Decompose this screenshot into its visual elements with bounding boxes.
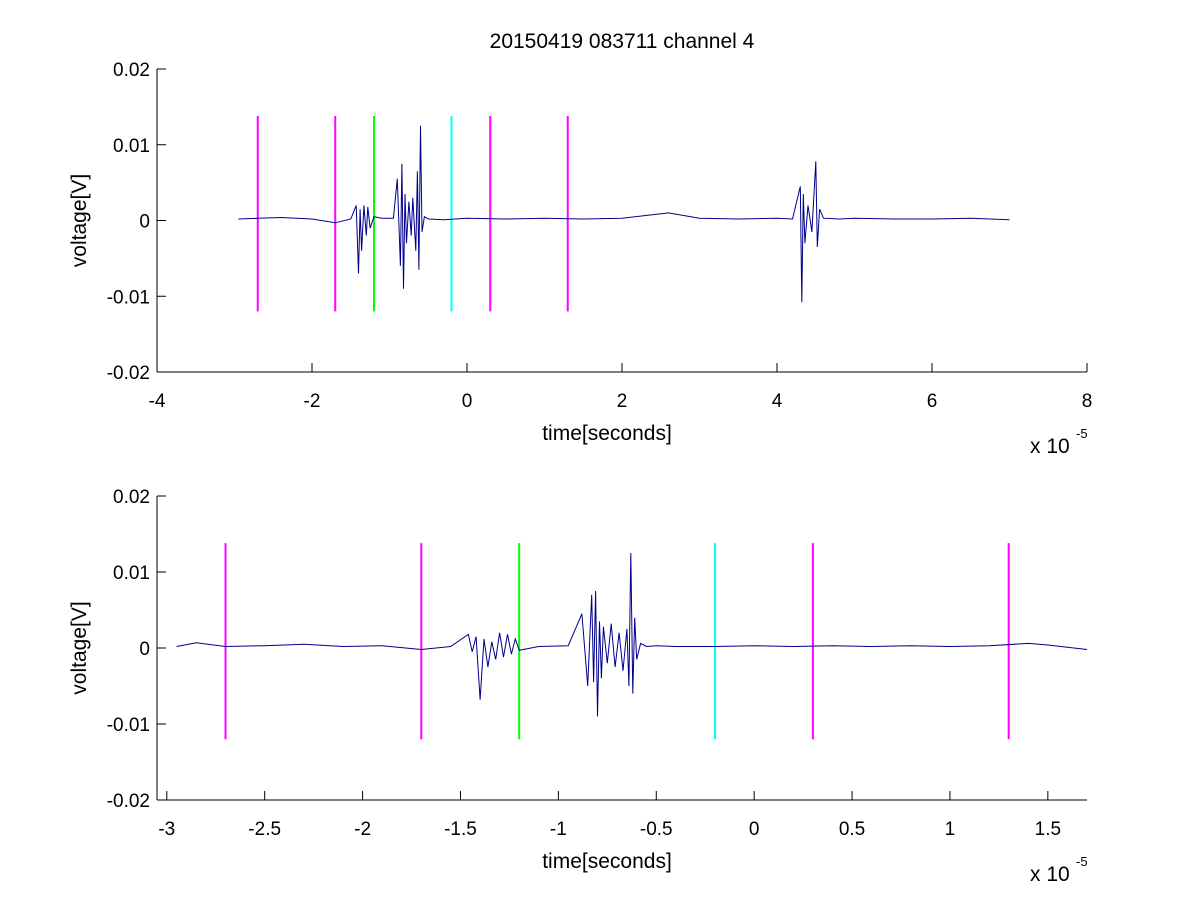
x-tick-label: -2	[304, 391, 321, 412]
x-tick-label: -0.5	[640, 819, 673, 840]
x-tick-label: -2	[354, 819, 371, 840]
x-multiplier: x 10	[1030, 435, 1070, 458]
y-tick-label: -0.02	[107, 363, 150, 384]
x-tick-label: 6	[927, 391, 938, 412]
top-plot: -0.02 -0.01 0 0.01 0.02 -4 -2 0 2 4 6 8 time[seconds…	[68, 60, 1092, 458]
y-tick-label: -0.01	[107, 287, 150, 308]
x-axis-label: time[seconds]	[542, 422, 672, 445]
x-tick-label: 2	[617, 391, 628, 412]
x-tick-label: -2.5	[248, 819, 281, 840]
x-tick-label: 4	[772, 391, 783, 412]
bottom-plot: -0.02 -0.01 0 0.01 0.02 -3 -2.5 -2 -1.5 -1 -0.5 0 0.…	[68, 487, 1088, 886]
chart-title: 20150419 083711 channel 4	[490, 30, 755, 53]
signal-line	[176, 552, 1088, 717]
y-tick-label: -0.02	[107, 791, 150, 812]
x-tick-label: -4	[149, 391, 166, 412]
x-multiplier-exponent: -5	[1076, 854, 1088, 869]
x-multiplier-exponent: -5	[1076, 426, 1088, 441]
y-axis-label: voltage[V]	[68, 174, 91, 267]
signal-line	[238, 125, 1010, 303]
y-axis-label: voltage[V]	[68, 601, 91, 694]
x-axis-label: time[seconds]	[542, 850, 672, 873]
x-tick-label: 0	[749, 819, 760, 840]
x-tick-label: 1.5	[1035, 819, 1061, 840]
y-tick-label: 0.01	[113, 563, 150, 584]
x-tick-label: -1	[550, 819, 567, 840]
y-tick-label: 0.02	[113, 487, 150, 508]
y-tick-label: 0	[139, 212, 150, 233]
x-tick-label: -1.5	[444, 819, 477, 840]
y-tick-label: -0.01	[107, 715, 150, 736]
y-tick-label: 0.01	[113, 136, 150, 157]
y-tick-label: 0	[139, 639, 150, 660]
x-tick-label: -3	[158, 819, 175, 840]
x-tick-label: 0.5	[839, 819, 865, 840]
x-tick-label: 0	[462, 391, 473, 412]
x-multiplier: x 10	[1030, 863, 1070, 886]
x-tick-label: 8	[1082, 391, 1093, 412]
y-tick-label: 0.02	[113, 60, 150, 81]
x-tick-label: 1	[945, 819, 956, 840]
